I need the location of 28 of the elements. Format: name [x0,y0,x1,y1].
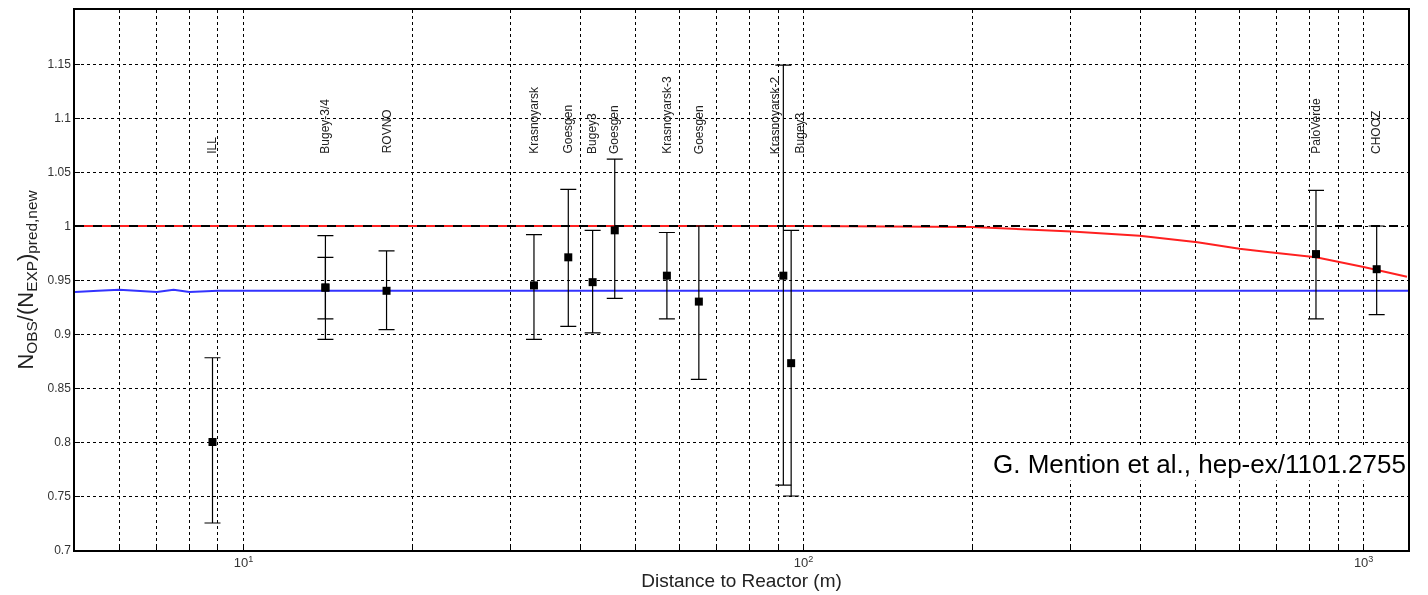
annotation: PaloVerde [1309,98,1324,154]
annotation: CHOOZ [1369,110,1384,154]
x-tick-label: 10$^{1}$ [233,553,254,571]
y-tick-label: 0.85 [47,381,72,396]
x-tick-label: 10$^{3}$ [1353,553,1374,571]
y-tick-label: 1.15 [47,57,72,72]
x-axis-title: Distance to Reactor (m) [641,570,842,592]
annotation: Krasnoyarsk-3 [660,76,675,154]
annotation: Krasnoyarsk-2 [767,76,782,155]
y-tick-label: 0.8 [54,435,72,450]
y-tick-label: 0.9 [54,327,72,342]
annotation: Krasnoyarsk [527,86,542,154]
annotation: G. Mention et al., hep-ex/1101.2755 [993,449,1406,479]
annotation: Bugey3 [792,112,807,154]
y-tick-label: 0.7 [54,543,72,558]
y-tick-label: 0.75 [47,489,72,504]
annotation: ROVNO [379,109,394,154]
annotation: Goesgen [560,104,575,154]
x-tick-label: 10$^{2}$ [793,553,814,571]
y-tick-label: 1.05 [47,165,72,180]
y-tick-label: 1.1 [54,111,72,126]
annotation: Goesgen [691,105,706,155]
y-tick-label: 1 [64,219,72,234]
y-tick-label: 0.95 [47,273,72,288]
annotation: Bugey-3/4 [318,98,333,154]
annotation: ILL [205,136,220,154]
annotation: Bugey3 [585,112,600,154]
annotation: Goesgen [607,105,622,155]
